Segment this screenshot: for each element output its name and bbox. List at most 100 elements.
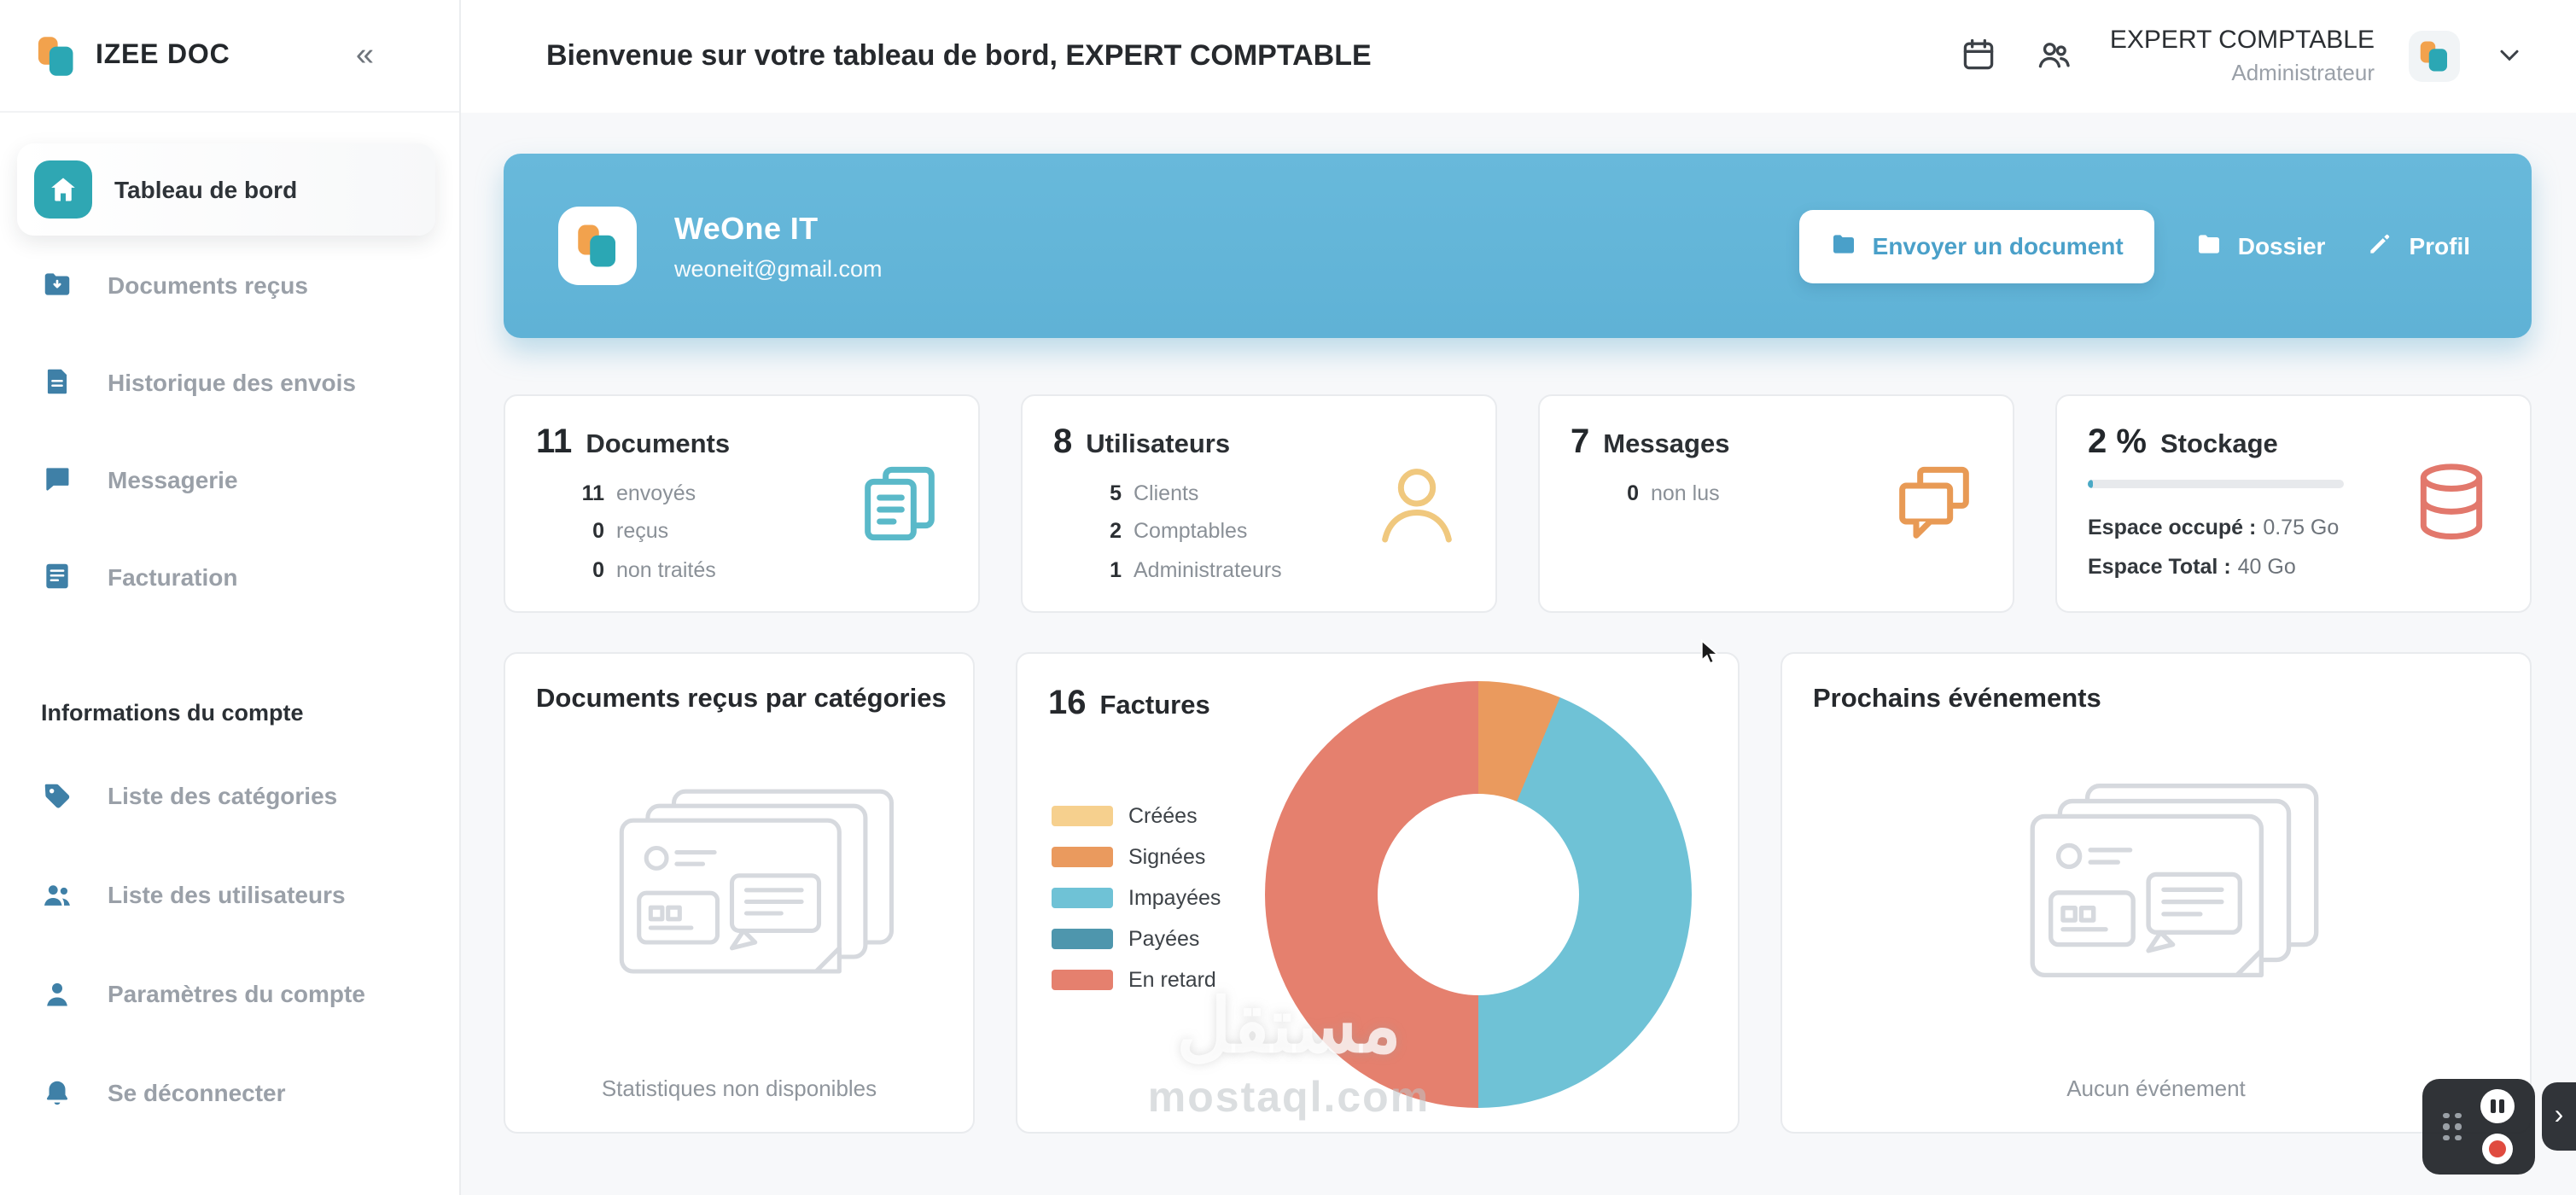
account-role: Administrateur — [2231, 60, 2375, 86]
folder-download-icon — [41, 265, 85, 303]
profil-label: Profil — [2409, 232, 2470, 259]
storage-label: Stockage — [2159, 430, 2278, 459]
users-header-icon[interactable] — [2035, 36, 2076, 77]
stat-line-text: reçus — [616, 519, 669, 544]
topbar-actions: EXPERT COMPTABLE Administrateur — [1960, 24, 2528, 89]
dossier-button[interactable]: Dossier — [2195, 230, 2326, 262]
invoices-legend: Créées Signées Impayées Payées En retard — [1052, 804, 1221, 1009]
drag-handle-icon[interactable] — [2443, 1112, 2462, 1141]
company-logo-badge — [558, 207, 637, 285]
documents-pages-icon — [852, 456, 947, 551]
sidebar-item-label: Liste des catégories — [108, 782, 338, 809]
invoices-card: 16 Factures Créées Signées Impayées Payé… — [1016, 652, 1740, 1134]
stat-line-num: 0 — [1627, 481, 1639, 505]
legend-swatch — [1052, 888, 1113, 908]
legend-label: En retard — [1128, 968, 1216, 992]
users-label: Utilisateurs — [1086, 430, 1231, 459]
sidebar-account-nav: Liste des catégories Liste des utilisate… — [0, 746, 459, 1142]
stat-line-text: non lus — [1651, 481, 1720, 505]
screen-recorder-widget[interactable] — [2422, 1079, 2535, 1175]
sidebar-item-tableau-de-bord[interactable]: Tableau de bord — [17, 143, 435, 236]
sidebar-item-label: Tableau de bord — [114, 176, 298, 203]
logout-bell-icon — [41, 1074, 85, 1111]
sidebar: IZEE DOC « Tableau de bord Documents reç… — [0, 0, 461, 1195]
account-avatar[interactable] — [2409, 30, 2460, 82]
storage-used-value: 0.75 Go — [2263, 516, 2340, 539]
user-icon — [41, 975, 85, 1012]
sidebar-item-label: Se déconnecter — [108, 1079, 286, 1106]
company-name: WeOne IT — [674, 211, 819, 245]
content: WeOne IT weoneit@gmail.com Envoyer un do… — [461, 113, 2576, 1195]
legend-item: Créées — [1052, 804, 1221, 828]
stat-line-num: 0 — [592, 557, 604, 581]
sidebar-item-label: Historique des envois — [108, 368, 356, 395]
history-file-icon — [41, 363, 85, 400]
sidebar-item-label: Paramètres du compte — [108, 980, 365, 1007]
tag-icon — [41, 777, 85, 814]
stat-line-num: 11 — [581, 481, 604, 505]
stat-card-utilisateurs: 8 Utilisateurs 5 Clients 2 Comptables 1 Adm… — [1021, 394, 1497, 613]
dossier-label: Dossier — [2237, 232, 2326, 259]
stat-line-text: non traités — [616, 557, 716, 581]
events-card: Prochains événements Aucun événement — [1780, 652, 2532, 1134]
pause-button[interactable] — [2480, 1089, 2515, 1123]
storage-bar-fill — [2088, 480, 2093, 488]
sidebar-item-label: Liste des utilisateurs — [108, 881, 346, 908]
calendar-icon[interactable] — [1960, 36, 2001, 77]
invoices-count: 16 — [1048, 685, 1087, 722]
sidebar-item-liste-utilisateurs[interactable]: Liste des utilisateurs — [0, 845, 459, 944]
users-count: 8 — [1053, 423, 1073, 461]
documents-count: 11 — [536, 423, 573, 461]
banner-actions: Envoyer un document Dossier Profil — [1798, 209, 2532, 283]
legend-label: Impayées — [1128, 886, 1221, 910]
documents-label: Documents — [586, 430, 731, 459]
users-icon — [41, 876, 85, 913]
izee-logo-icon — [34, 33, 79, 78]
legend-swatch — [1052, 806, 1113, 826]
stat-line-num: 2 — [1110, 519, 1122, 544]
record-button[interactable] — [2481, 1134, 2513, 1164]
sidebar-item-messagerie[interactable]: Messagerie — [0, 430, 459, 528]
sidebar-item-facturation[interactable]: Facturation — [0, 528, 459, 625]
send-document-button[interactable]: Envoyer un document — [1798, 209, 2154, 283]
stat-card-messages: 7 Messages 0 non lus — [1538, 394, 2014, 613]
sidebar-item-parametres-compte[interactable]: Paramètres du compte — [0, 944, 459, 1043]
topbar: Bienvenue sur votre tableau de bord, EXP… — [461, 0, 2576, 113]
sidebar-item-liste-categories[interactable]: Liste des catégories — [0, 746, 459, 845]
legend-item: Signées — [1052, 845, 1221, 869]
legend-swatch — [1052, 929, 1113, 949]
invoices-donut[interactable] — [1265, 681, 1692, 1108]
stat-line-num: 5 — [1110, 481, 1122, 505]
user-circle-icon — [1369, 456, 1465, 551]
chat-bubbles-icon — [1886, 456, 1982, 551]
folder-icon — [2195, 230, 2223, 262]
categories-empty-text: Statistiques non disponibles — [601, 1076, 877, 1101]
messages-count: 7 — [1571, 423, 1590, 461]
sidebar-nav: Tableau de bord Documents reçus Historiq… — [0, 113, 459, 625]
stat-card-stockage: 2 % Stockage Espace occupé : 0.75 Go Espa… — [2055, 394, 2532, 613]
send-document-label: Envoyer un document — [1872, 232, 2124, 259]
sidebar-collapse-icon[interactable]: « — [355, 37, 374, 73]
sidebar-item-label: Messagerie — [108, 465, 238, 493]
company-email: weoneit@gmail.com — [674, 255, 883, 281]
sidebar-item-se-deconnecter[interactable]: Se déconnecter — [0, 1043, 459, 1142]
expand-panel-tab[interactable]: › — [2542, 1082, 2576, 1151]
donut-hole — [1378, 794, 1579, 995]
stat-line-text: envoyés — [616, 481, 696, 505]
profil-button[interactable]: Profil — [2366, 230, 2470, 262]
account-info[interactable]: EXPERT COMPTABLE Administrateur — [2110, 24, 2375, 89]
storage-used-label: Espace occupé : — [2088, 516, 2257, 539]
stat-line-text: Clients — [1134, 481, 1199, 505]
sidebar-item-historique-envois[interactable]: Historique des envois — [0, 333, 459, 430]
legend-item: Payées — [1052, 927, 1221, 951]
categories-title: Documents reçus par catégories — [536, 685, 947, 714]
categories-card: Documents reçus par catégories Statistiq… — [504, 652, 975, 1134]
empty-stats-illustration — [572, 782, 906, 1023]
chevron-down-icon[interactable] — [2494, 39, 2528, 73]
main-column: Bienvenue sur votre tableau de bord, EXP… — [461, 0, 2576, 1195]
sidebar-item-label: Documents reçus — [108, 271, 308, 298]
sidebar-item-documents-recus[interactable]: Documents reçus — [0, 236, 459, 333]
sidebar-item-label: Facturation — [108, 563, 238, 590]
legend-swatch — [1052, 970, 1113, 990]
